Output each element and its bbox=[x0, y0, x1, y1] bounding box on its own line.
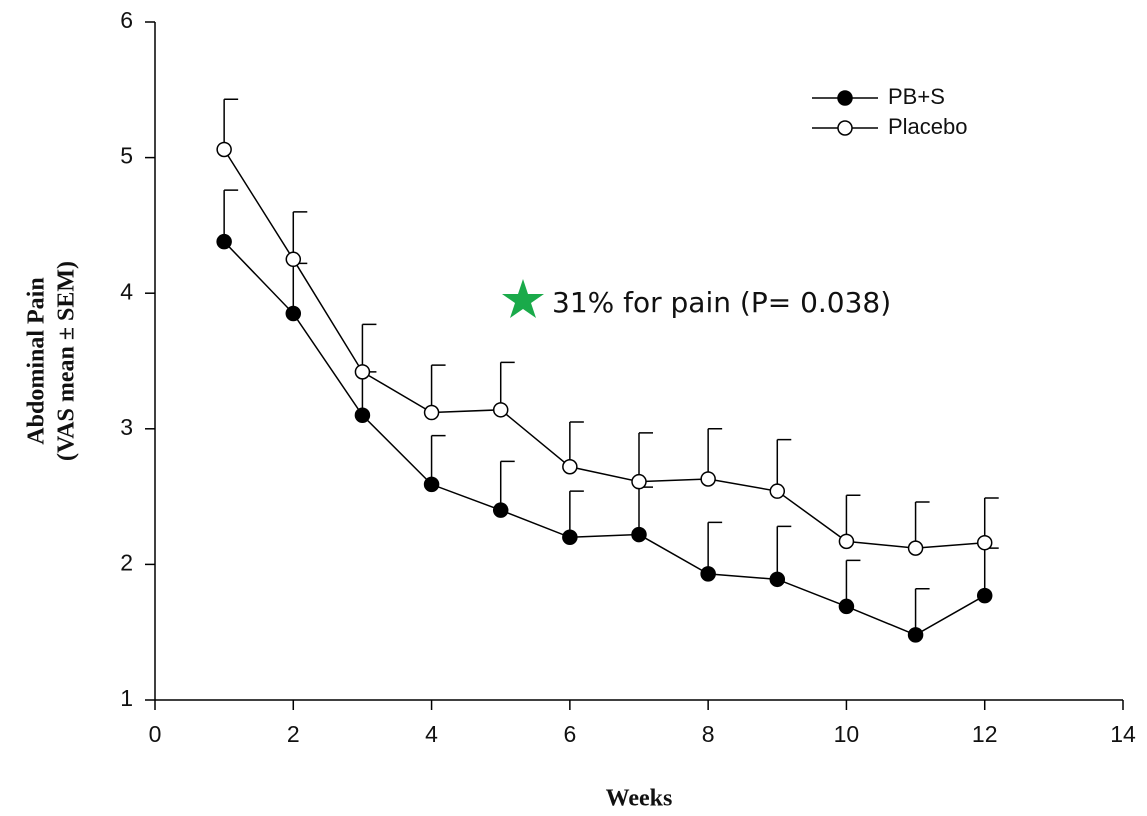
data-point bbox=[562, 459, 578, 475]
y-axis-label: Abdominal Pain (VAS mean ± SEM) bbox=[24, 261, 80, 461]
data-point bbox=[907, 627, 924, 643]
legend-label: PB+S bbox=[888, 84, 945, 109]
data-point bbox=[285, 251, 302, 268]
error-bar bbox=[361, 323, 377, 372]
x-axis-label: Weeks bbox=[606, 786, 673, 812]
data-point bbox=[838, 533, 855, 550]
series-line bbox=[223, 241, 986, 636]
data-point bbox=[631, 473, 647, 490]
x-tick-label: 12 bbox=[972, 721, 998, 747]
y-tick-label: 5 bbox=[120, 143, 133, 169]
error-bar bbox=[223, 98, 239, 150]
error-bar bbox=[430, 434, 446, 485]
x-tick-label: 2 bbox=[287, 721, 300, 747]
data-point bbox=[285, 305, 302, 322]
error-bar bbox=[707, 521, 723, 574]
data-point bbox=[216, 233, 232, 250]
y-tick-label: 3 bbox=[120, 414, 133, 440]
data-point bbox=[976, 534, 993, 551]
x-tick-label: 8 bbox=[702, 721, 715, 747]
data-point bbox=[769, 483, 786, 499]
data-point bbox=[423, 476, 440, 493]
data-point bbox=[562, 529, 578, 546]
data-point bbox=[354, 407, 371, 423]
error-bar bbox=[223, 189, 239, 242]
y-axis-label-line: (VAS mean ± SEM) bbox=[54, 261, 80, 461]
x-tick-label: 6 bbox=[563, 721, 576, 747]
series-line bbox=[223, 149, 985, 549]
data-point bbox=[423, 404, 440, 421]
legend-marker bbox=[837, 120, 853, 136]
legend-marker bbox=[837, 90, 853, 106]
error-bar bbox=[776, 525, 792, 580]
y-tick-label: 6 bbox=[120, 7, 133, 33]
data-point bbox=[838, 598, 855, 615]
y-tick-label: 1 bbox=[120, 685, 133, 711]
annotation: 31% for pain (P= 0.038) bbox=[552, 286, 891, 319]
data-point bbox=[769, 571, 786, 588]
data-point bbox=[631, 526, 647, 543]
data-point bbox=[216, 141, 232, 158]
error-bar bbox=[707, 428, 723, 479]
data-point bbox=[907, 540, 924, 556]
data-point bbox=[492, 502, 509, 518]
x-tick-label: 4 bbox=[425, 721, 438, 747]
data-point bbox=[700, 471, 716, 487]
error-bar bbox=[430, 364, 446, 413]
y-tick-label: 4 bbox=[120, 278, 133, 304]
legend-label: Placebo bbox=[888, 114, 968, 139]
x-tick-label: 14 bbox=[1110, 721, 1136, 747]
x-tick-label: 0 bbox=[149, 721, 162, 747]
data-point bbox=[700, 566, 716, 582]
y-axis-label-line: Abdominal Pain bbox=[24, 277, 50, 444]
data-point bbox=[354, 364, 371, 380]
data-point bbox=[492, 402, 509, 418]
data-point bbox=[976, 587, 993, 604]
star-icon bbox=[502, 279, 544, 318]
error-bar bbox=[499, 460, 515, 511]
y-tick-label: 2 bbox=[120, 549, 133, 575]
error-bar bbox=[638, 432, 653, 482]
x-tick-label: 10 bbox=[834, 721, 860, 747]
error-bar bbox=[776, 438, 792, 492]
error-bar bbox=[292, 211, 308, 260]
error-bar bbox=[499, 361, 515, 410]
